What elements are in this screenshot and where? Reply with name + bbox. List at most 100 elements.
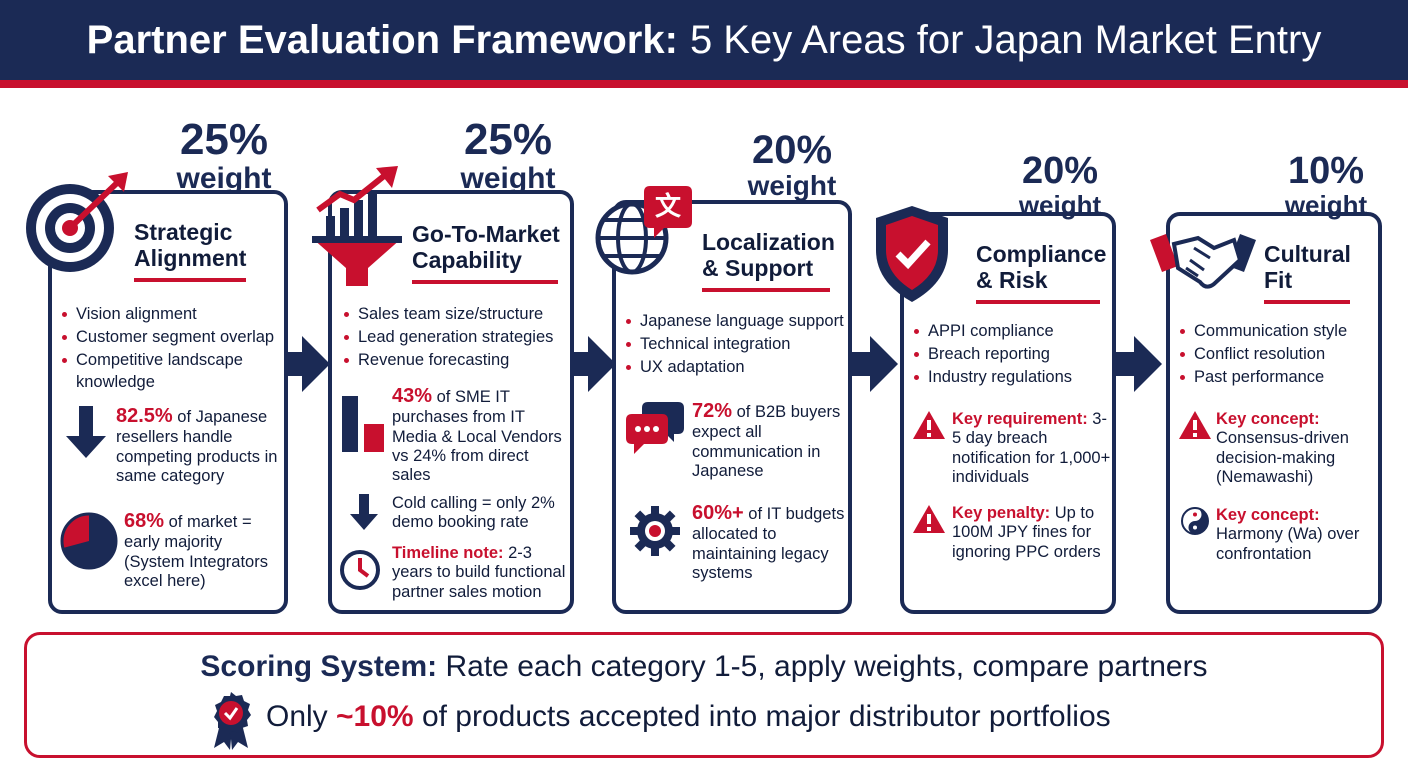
stat-highlight: Key penalty: <box>952 504 1051 522</box>
page-title-rest: 5 Key Areas for Japan Market Entry <box>689 17 1322 62</box>
list-item: Competitive landscape knowledge <box>60 349 282 395</box>
accept-prefix: Only <box>266 700 337 733</box>
award-badge-icon <box>214 692 251 750</box>
list-item: Industry regulations <box>912 366 1112 389</box>
page-title: Partner Evaluation Framework: 5 Key Areas… <box>0 0 1408 80</box>
warning-icon <box>913 505 945 533</box>
weight-badge: 25% weight <box>442 118 574 194</box>
list-item: Communication style <box>1178 320 1378 343</box>
card-title-line1: Localization <box>702 229 835 255</box>
scoring-panel <box>24 632 1384 758</box>
weight-badge: 20% weight <box>732 130 852 200</box>
weight-label: weight <box>1284 190 1368 220</box>
stat-timeline: Timeline note: 2-3 years to build functi… <box>392 544 570 602</box>
title-underline <box>134 278 246 282</box>
stat-text: Cold calling = only 2% demo booking rate <box>392 494 555 532</box>
bullet-list: Japanese language support Technical inte… <box>624 310 850 378</box>
weight-label: weight <box>176 162 272 195</box>
arrow-right-icon <box>278 336 330 392</box>
card-title-line2: Fit <box>1264 266 1293 293</box>
target-icon <box>26 172 128 272</box>
title-underline <box>1264 300 1350 304</box>
chat-bubbles-icon <box>626 402 684 454</box>
bullet-list: Vision alignment Customer segment overla… <box>60 303 282 394</box>
list-item: Conflict resolution <box>1178 343 1378 366</box>
stat-harmony: Key concept: Harmony (Wa) over confronta… <box>1216 506 1378 564</box>
scoring-system-line: Scoring System: Rate each category 1-5, … <box>0 650 1408 684</box>
list-item: Sales team size/structure <box>342 303 570 326</box>
clock-icon <box>340 550 380 590</box>
card-title-line2: & Risk <box>976 266 1048 293</box>
list-item: UX adaptation <box>624 356 850 379</box>
weight-percent: 25% <box>463 115 553 164</box>
bullet-list: APPI compliance Breach reporting Industr… <box>912 320 1112 388</box>
stat-nemawashi: Key concept: Consensus-driven decision-m… <box>1216 410 1378 487</box>
translate-glyph: 文 <box>654 192 681 222</box>
page-title-bold: Partner Evaluation Framework: <box>86 17 678 62</box>
stat-text: 2-3 years to build functional partner sa… <box>392 544 566 601</box>
stat-sme-purchases: 43% of SME IT purchases from IT Media & … <box>392 385 570 486</box>
stat-highlight: Key concept: <box>1216 410 1320 428</box>
funnel-growth-icon <box>312 166 402 286</box>
handshake-icon <box>1150 234 1256 289</box>
header-accent-stripe <box>0 80 1408 88</box>
stat-text: Up to 100M JPY fines for ignoring PPC or… <box>952 504 1101 561</box>
stat-cold-calling: Cold calling = only 2% demo booking rate <box>392 494 568 533</box>
gear-icon <box>630 506 680 556</box>
weight-percent: 10% <box>1287 150 1365 192</box>
pie-chart-icon <box>60 512 118 570</box>
stat-highlight: 43% <box>392 385 433 407</box>
bullet-list: Communication style Conflict resolution … <box>1178 320 1378 388</box>
weight-percent: 25% <box>179 115 269 164</box>
down-arrow-icon <box>350 494 378 530</box>
globe-translate-icon <box>595 186 692 275</box>
title-underline <box>976 300 1100 304</box>
card-title: Localization & Support <box>702 229 835 282</box>
stat-highlight: Key concept: <box>1216 506 1320 524</box>
stat-resellers: 82.5% of Japanese resellers handle compe… <box>116 405 282 486</box>
yin-yang-icon <box>1181 507 1209 535</box>
title-underline <box>702 288 830 292</box>
scoring-label: Scoring System: <box>200 650 438 683</box>
stat-b2b-japanese: 72% of B2B buyers expect all communicati… <box>692 400 848 481</box>
bullet-list: Sales team size/structure Lead generatio… <box>342 303 570 371</box>
stat-legacy-budgets: 60%+ of IT budgets allocated to maintain… <box>692 502 848 583</box>
stat-early-majority: 68% of market = early majority (System I… <box>124 510 284 591</box>
stat-highlight: Key requirement: <box>952 410 1088 428</box>
list-item: Past performance <box>1178 366 1378 389</box>
stat-text: of IT budgets allocated to maintaining l… <box>692 505 845 582</box>
accept-highlight: ~10% <box>336 700 414 733</box>
down-arrow-icon <box>66 406 106 458</box>
arrow-right-icon <box>846 336 898 392</box>
warning-icon <box>913 411 945 439</box>
card-title-line2: & Support <box>702 254 814 281</box>
arrow-right-icon <box>1110 336 1162 392</box>
card-title-line1: Cultural <box>1264 241 1351 267</box>
weight-badge: 25% weight <box>160 118 288 194</box>
stat-key-penalty: Key penalty: Up to 100M JPY fines for ig… <box>952 504 1112 562</box>
list-item: Technical integration <box>624 333 850 356</box>
stat-text: of SME IT purchases from IT Media & Loca… <box>392 388 562 485</box>
stat-highlight: 60%+ <box>692 502 744 524</box>
list-item: Breach reporting <box>912 343 1112 366</box>
scoring-text: Rate each category 1-5, apply weights, c… <box>437 650 1208 683</box>
card-title-line1: Go-To-Market <box>412 221 560 247</box>
shield-check-icon <box>876 206 948 302</box>
acceptance-rate-line: Only ~10% of products accepted into majo… <box>266 700 1111 734</box>
stat-text: 3-5 day breach notification for 1,000+ i… <box>952 410 1111 486</box>
stat-highlight: 72% <box>692 400 733 422</box>
stat-text: Consensus-driven decision-making (Nemawa… <box>1216 429 1349 486</box>
card-title-line1: Compliance <box>976 241 1107 267</box>
accept-suffix: of products accepted into major distribu… <box>413 700 1111 733</box>
weight-badge: 20% weight <box>1002 152 1118 218</box>
arrow-right-icon <box>564 336 616 392</box>
stat-highlight: Timeline note: <box>392 544 504 562</box>
title-underline <box>412 280 558 284</box>
card-title: Go-To-Market Capability <box>412 221 560 274</box>
list-item: Japanese language support <box>624 310 850 333</box>
stat-text: of Japanese resellers handle competing p… <box>116 408 278 485</box>
list-item: Customer segment overlap <box>60 326 282 349</box>
card-title: Compliance & Risk <box>976 241 1107 294</box>
list-item: Revenue forecasting <box>342 349 570 372</box>
bar-chart-icon <box>342 396 384 452</box>
